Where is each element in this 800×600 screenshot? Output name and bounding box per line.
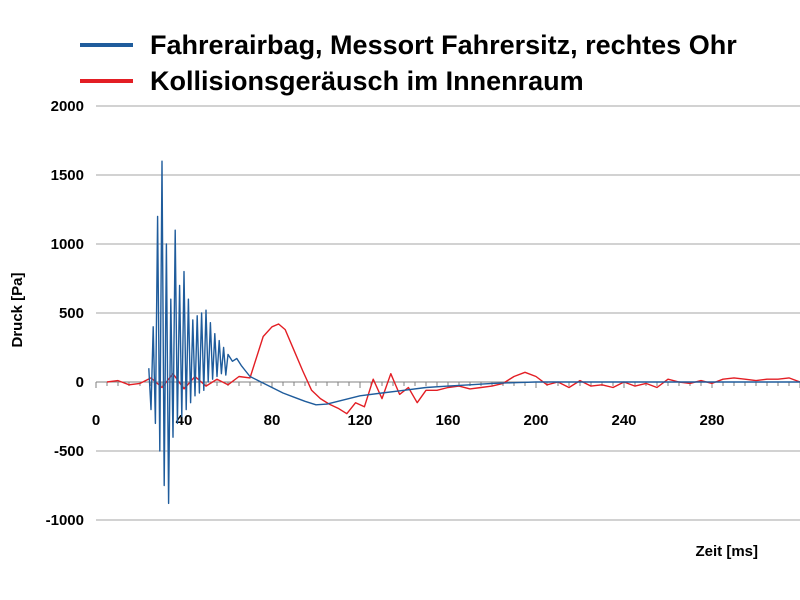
x-tick-label: 40 [176, 412, 193, 429]
y-tick-label: 1500 [51, 167, 84, 184]
x-tick-label: 120 [347, 412, 372, 429]
y-tick-label: 0 [76, 374, 84, 391]
x-tick-labels: 0 40 80 120 160 200 240 280 [92, 412, 725, 429]
series-lines [106, 160, 800, 505]
x-tick-label: 80 [264, 412, 281, 429]
legend-label-2: Kollisionsgeräusch im Innenraum [150, 66, 584, 96]
y-tick-label: -500 [54, 443, 84, 460]
series-line-1 [148, 160, 800, 505]
y-tick-label: 2000 [51, 98, 84, 115]
y-axis-label: Druck [Pa] [9, 272, 26, 347]
x-tick-label: 0 [92, 412, 100, 429]
x-axis-label: Zeit [ms] [695, 543, 758, 560]
legend: Fahrerairbag, Messort Fahrersitz, rechte… [80, 30, 737, 96]
x-tick-label: 200 [523, 412, 548, 429]
series-line-2 [106, 323, 800, 415]
gridlines [96, 105, 800, 521]
legend-label-1: Fahrerairbag, Messort Fahrersitz, rechte… [150, 30, 737, 60]
y-tick-label: 500 [59, 305, 84, 322]
x-tick-label: 280 [699, 412, 724, 429]
x-tick-label: 160 [435, 412, 460, 429]
y-tick-label: -1000 [46, 512, 84, 529]
y-tick-labels: 2000 1500 1000 500 0 -500 -1000 [46, 98, 84, 529]
x-tick-label: 240 [611, 412, 636, 429]
y-tick-label: 1000 [51, 236, 84, 253]
